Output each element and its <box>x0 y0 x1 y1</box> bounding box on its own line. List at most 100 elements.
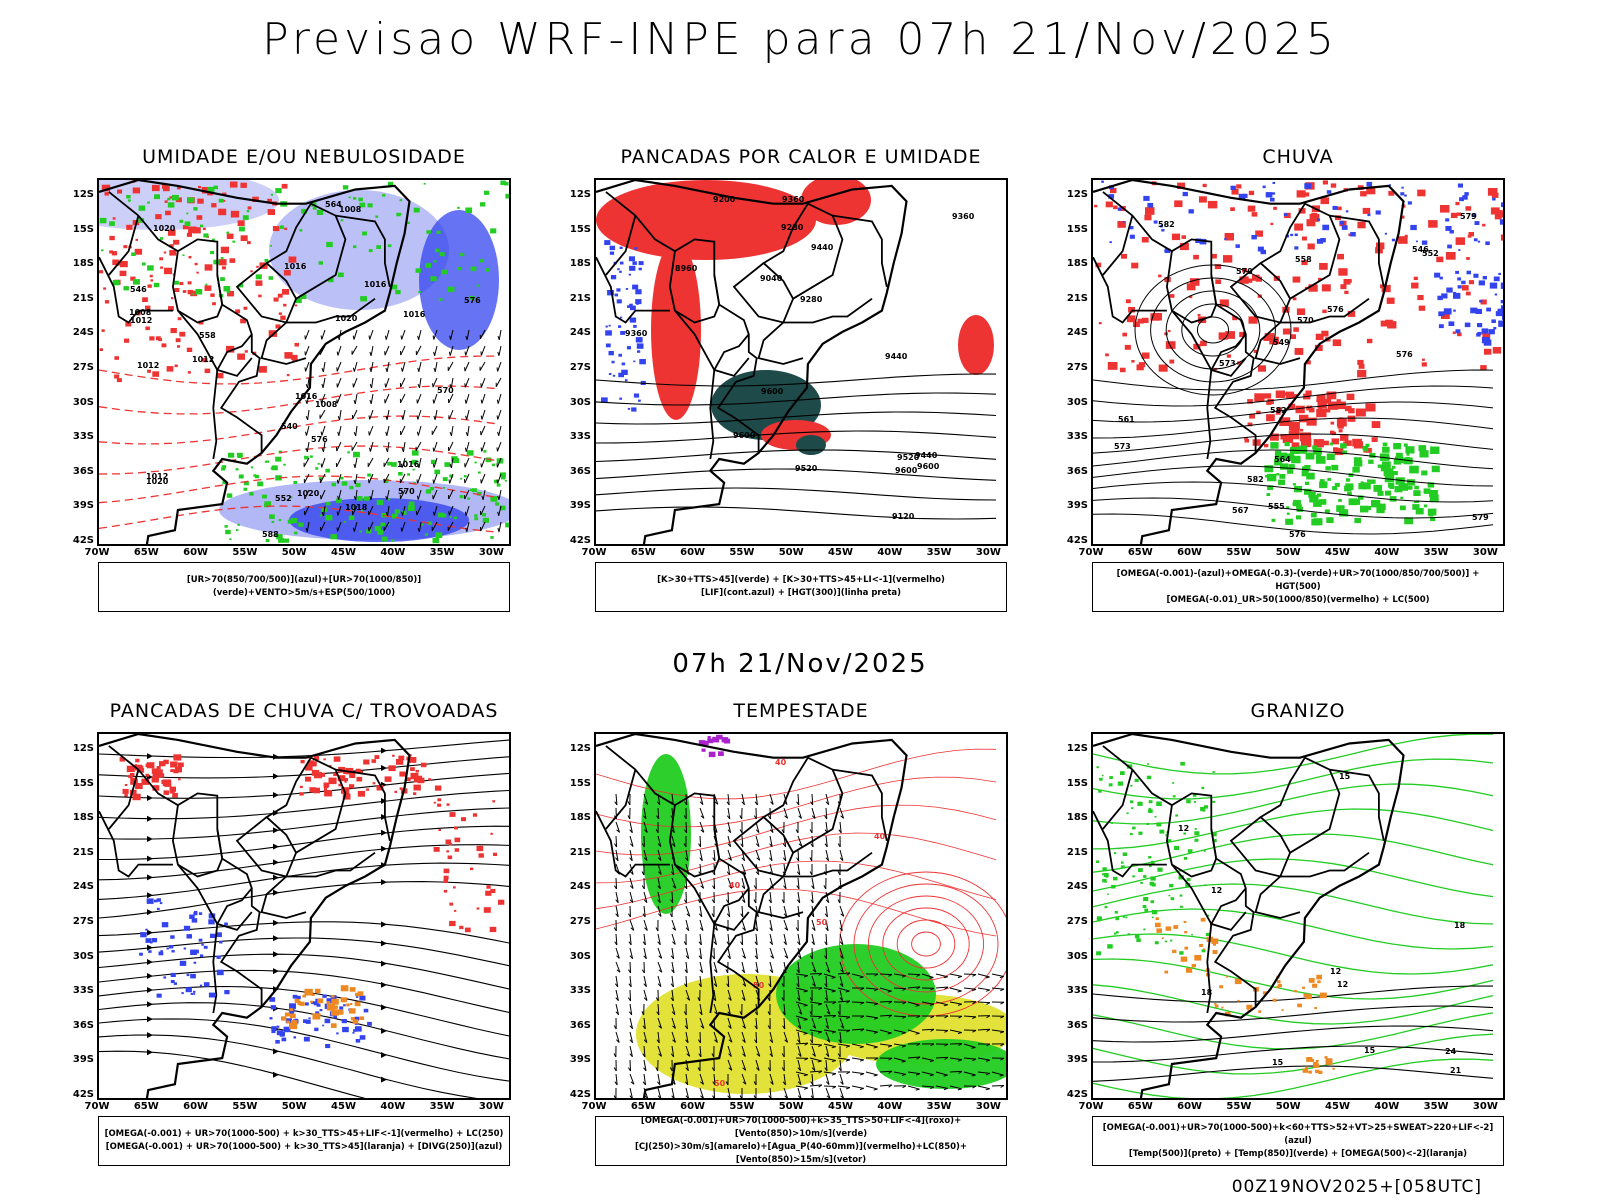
omega-area <box>1317 980 1321 984</box>
wind-vector <box>811 961 817 973</box>
streamline-arrowhead <box>381 1004 387 1011</box>
wind-vector <box>385 425 390 436</box>
wind-vector <box>657 891 661 904</box>
humidity-area-lower <box>391 462 397 467</box>
storm-area <box>162 779 172 787</box>
omega-area <box>1394 486 1403 493</box>
wind-vector <box>369 377 374 389</box>
longitude-label: 45W <box>1325 547 1350 558</box>
rain-area <box>1189 278 1200 286</box>
thickness-speckle <box>132 187 141 194</box>
humidity-area-lower <box>123 286 129 291</box>
storm-area <box>489 926 497 933</box>
wind-vector <box>465 521 470 532</box>
thickness-speckle <box>188 256 192 259</box>
thickness-speckle <box>114 374 120 379</box>
latitude-label: 39S <box>569 500 591 512</box>
wind-vector <box>711 947 715 960</box>
wind-vector <box>879 987 892 993</box>
humidity-area-lower <box>294 531 298 535</box>
wind-vector <box>754 933 758 946</box>
wind-vector <box>907 1071 921 1076</box>
humidity-area-lower <box>491 463 496 467</box>
country-border <box>605 215 637 276</box>
latitude-label: 27S <box>1066 362 1088 373</box>
humidity-area-lower <box>436 230 441 234</box>
wind-vector <box>893 987 907 991</box>
wind-vector <box>837 1043 850 1048</box>
omega-area <box>1283 213 1288 217</box>
divergence-area <box>156 993 162 998</box>
wind-vector <box>741 989 746 1001</box>
rain-area <box>1296 190 1306 198</box>
wind-vector <box>699 807 705 819</box>
wind-vector <box>656 1003 660 1016</box>
temperature-850-line <box>1151 909 1158 915</box>
humidity-area-lower <box>312 206 317 210</box>
wind-vector <box>949 1029 962 1035</box>
wind-vector <box>727 1017 732 1029</box>
pressure-label: 1008 <box>129 308 152 317</box>
wind-vector <box>353 473 358 484</box>
omega-area <box>1324 509 1330 514</box>
thickness-speckle <box>284 227 288 230</box>
height-contour <box>1093 497 1494 519</box>
omega-area <box>1447 244 1452 249</box>
divergence-area <box>281 1037 287 1042</box>
wind-vector <box>796 961 800 974</box>
temperature-500-line <box>1093 1025 1494 1043</box>
wind-vector <box>879 1014 893 1018</box>
rain-area <box>1456 212 1461 216</box>
wind-vector <box>823 1071 837 1076</box>
omega-area <box>1412 504 1420 510</box>
wind-vector <box>336 505 342 516</box>
humidity-area-lower <box>290 517 298 524</box>
temperature-850-line <box>1178 875 1184 880</box>
wind-vector <box>629 1031 634 1044</box>
wind-vector <box>480 521 486 532</box>
thickness-speckle <box>237 353 245 360</box>
divergence-area <box>311 1001 315 1005</box>
wind-vector <box>949 1001 962 1006</box>
wind-vector <box>480 441 486 452</box>
country-border <box>1229 262 1291 324</box>
longitude-label: 65W <box>630 1101 656 1112</box>
rain-area <box>1131 262 1139 269</box>
divergence-area <box>292 994 298 999</box>
country-border <box>668 805 716 1014</box>
severe-storm-area <box>708 751 716 758</box>
storm-area <box>392 754 395 757</box>
wind-vector <box>782 1073 787 1086</box>
thickness-speckle <box>167 229 176 236</box>
streamline <box>99 825 509 861</box>
wind-vector <box>839 919 843 932</box>
omega-area <box>1366 181 1373 187</box>
rain-area <box>1282 328 1291 335</box>
storm-area <box>333 756 341 762</box>
rain-area <box>1487 188 1498 196</box>
wind-vector <box>921 973 934 979</box>
wind-vector <box>415 345 422 356</box>
humidity-area-lower <box>226 231 229 234</box>
humidity-area-lower <box>425 263 432 268</box>
humidity-area-lower <box>387 498 391 501</box>
rain-area <box>1290 334 1296 339</box>
lifted-index-area <box>638 399 641 402</box>
rain-area <box>1385 319 1393 326</box>
lifted-index-area <box>619 271 622 273</box>
humidity-area-lower <box>257 481 264 487</box>
thickness-speckle <box>243 306 248 310</box>
latitude-label: 18S <box>569 258 591 270</box>
wind-vector <box>809 849 813 862</box>
wind-vector <box>726 975 730 988</box>
lifted-index-area <box>620 316 623 319</box>
storm-area <box>342 793 351 800</box>
wind-vector <box>991 1029 1005 1034</box>
temperature-850-line <box>1113 876 1118 881</box>
lifted-index-area <box>619 261 624 265</box>
temperature-850-line <box>1142 905 1147 908</box>
humidity-area-lower <box>430 459 437 464</box>
water-label: 50 <box>753 981 765 990</box>
wind-vector <box>739 1087 743 1098</box>
latitude-label: 21S <box>72 846 94 858</box>
